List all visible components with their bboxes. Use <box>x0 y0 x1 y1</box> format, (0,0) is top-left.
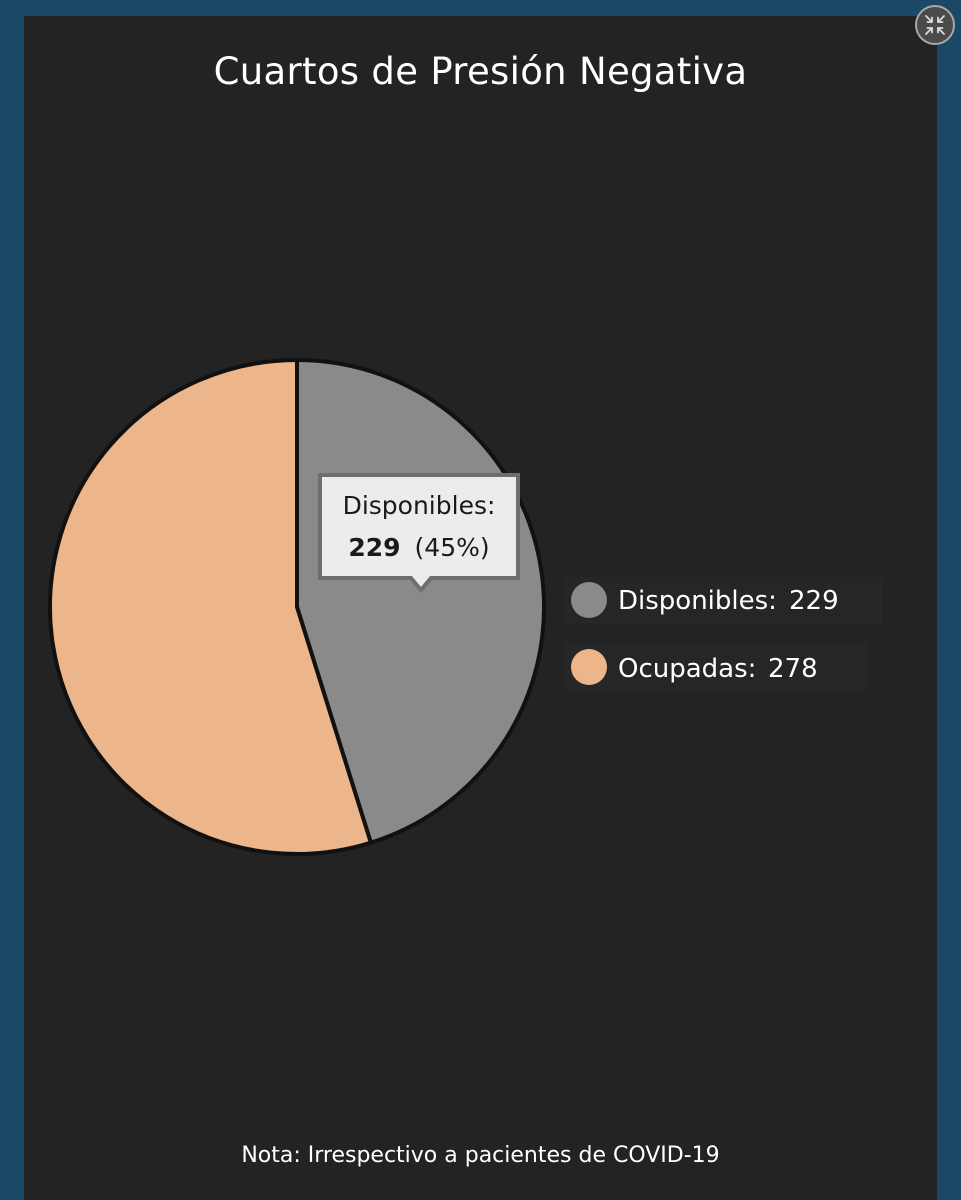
legend-row-bg <box>564 577 882 625</box>
chart-title: Cuartos de Presión Negativa <box>213 50 748 93</box>
legend-label-ocupadas: Ocupadas: <box>618 654 756 684</box>
tooltip-label: Disponibles: <box>343 491 496 520</box>
tooltip-percent: (45%) <box>415 533 490 562</box>
pie-slices <box>48 358 546 856</box>
legend-label-disponibles: Disponibles: <box>618 586 777 616</box>
legend-marker-disponibles <box>571 582 607 618</box>
legend-row-bg <box>564 643 867 691</box>
legend-marker-ocupadas <box>571 649 607 685</box>
collapse-arrows-icon <box>925 15 945 35</box>
footnote: Nota: Irrespectivo a pacientes de COVID-… <box>241 1143 720 1168</box>
tooltip-value: 229 <box>348 533 400 562</box>
svg-text:229 (45%): 229 (45%) <box>348 533 489 562</box>
collapse-button[interactable] <box>915 5 955 45</box>
legend-value-disponibles: 229 <box>789 586 839 616</box>
legend: Disponibles: 229 Ocupadas: 278 <box>564 577 882 691</box>
tooltip: Disponibles: 229 (45%) <box>318 473 520 594</box>
pie-slice-ocupadas[interactable] <box>48 358 373 856</box>
legend-value-ocupadas: 278 <box>768 654 818 684</box>
